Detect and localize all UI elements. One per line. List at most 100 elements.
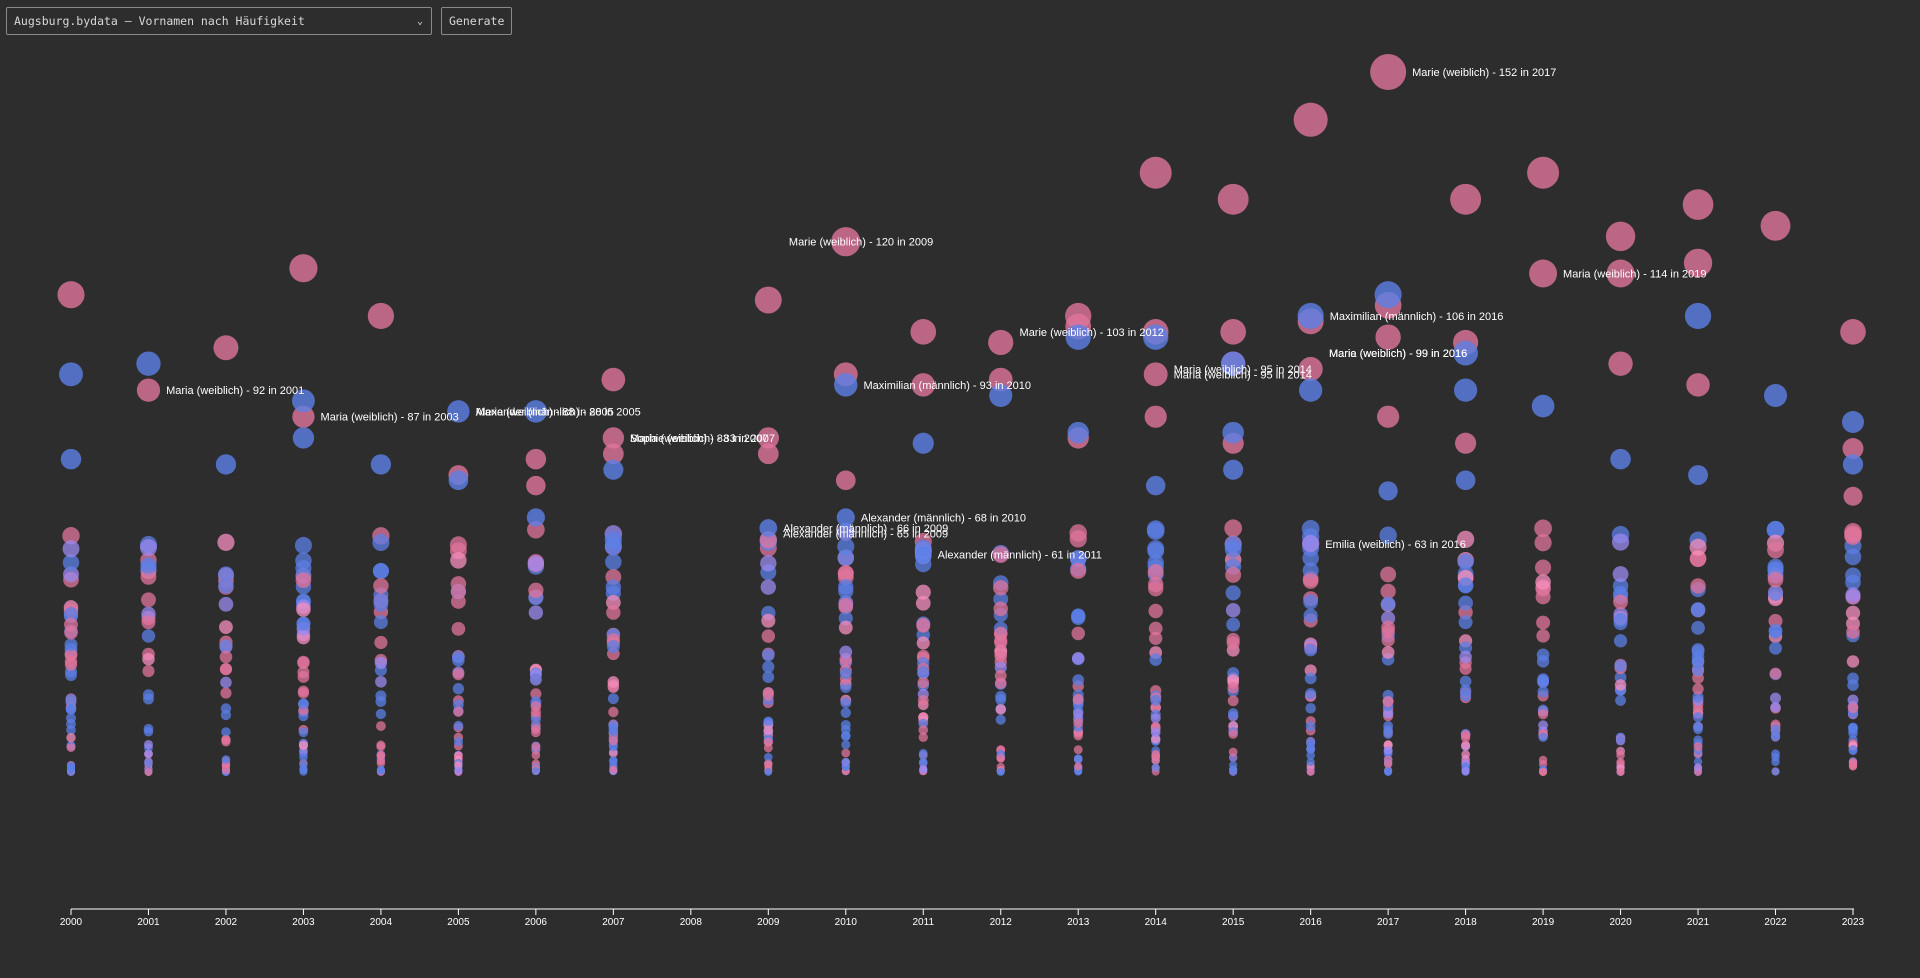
bubble-minor[interactable] [1147,564,1164,581]
bubble-male[interactable] [1763,383,1788,408]
bubble-minor[interactable] [993,626,1008,641]
bubble-minor[interactable] [917,676,930,689]
bubble-minor[interactable] [220,676,232,689]
bubble-minor[interactable] [142,652,155,666]
bubble-minor[interactable] [1457,553,1474,570]
bubble-male[interactable] [603,459,624,480]
bubble-minor[interactable] [916,636,930,650]
bubble-minor[interactable] [1302,573,1319,589]
bubble-minor[interactable] [1457,577,1474,593]
bubble-minor[interactable] [1613,594,1628,610]
bubble-minor[interactable] [221,755,231,764]
bubble-male[interactable] [60,448,82,470]
bubble-minor[interactable] [218,596,234,612]
bubble-minor[interactable] [1379,526,1397,545]
bubble-female[interactable] [602,427,625,449]
bubble-minor[interactable] [607,676,620,688]
bubble-female[interactable] [601,367,626,392]
bubble-female[interactable] [835,470,856,491]
bubble-minor[interactable] [604,536,622,554]
bubble-minor[interactable] [63,607,79,622]
bubble-minor[interactable] [372,533,390,551]
bubble-minor[interactable] [531,767,540,776]
bubble-minor[interactable] [1146,520,1165,539]
bubble-minor[interactable] [374,635,388,650]
bubble-minor[interactable] [220,687,232,699]
bubble-minor[interactable] [1767,571,1784,588]
bubble-minor[interactable] [1070,562,1087,579]
bubble-minor[interactable] [297,685,310,697]
bubble-minor[interactable] [761,648,775,662]
bubble-female[interactable] [1608,351,1633,376]
bubble-minor[interactable] [1539,767,1548,776]
bubble-minor[interactable] [1612,566,1629,583]
bubble-female[interactable] [988,367,1013,392]
bubble-minor[interactable] [1306,757,1315,767]
bubble-minor[interactable] [1459,675,1472,688]
bubble-male[interactable] [136,351,161,376]
bubble-minor[interactable] [762,660,775,673]
bubble-male[interactable] [1222,421,1244,444]
bubble-minor[interactable] [1150,727,1161,738]
bubble-minor[interactable] [1613,634,1628,648]
bubble-female[interactable] [526,475,546,496]
bubble-minor[interactable] [373,578,389,594]
bubble-minor[interactable] [452,683,465,695]
bubble-minor[interactable] [609,756,618,765]
bubble-minor[interactable] [299,760,308,769]
bubble-male[interactable] [1453,378,1478,402]
bubble-male[interactable] [447,400,470,423]
bubble-minor[interactable] [1848,758,1858,767]
bubble-minor[interactable] [375,675,387,688]
bubble-minor[interactable] [1459,650,1472,664]
bubble-minor[interactable] [1538,755,1548,765]
bubble-female[interactable] [1450,183,1482,215]
bubble-minor[interactable] [1847,672,1859,685]
bubble-male[interactable] [1455,470,1476,491]
bubble-minor[interactable] [1768,613,1783,628]
bubble-minor[interactable] [295,560,312,577]
bubble-minor[interactable] [606,605,621,620]
bubble-minor[interactable] [763,716,774,727]
bubble-minor[interactable] [1846,655,1860,668]
bubble-minor[interactable] [1693,757,1703,766]
bubble-minor[interactable] [1072,693,1084,705]
bubble-minor[interactable] [841,740,851,750]
bubble-minor[interactable] [1459,684,1472,696]
bubble-male[interactable] [1842,454,1864,475]
bubble-male[interactable] [292,389,315,413]
bubble-minor[interactable] [605,553,622,571]
bubble-minor[interactable] [996,767,1005,776]
bubble-minor[interactable] [996,754,1006,763]
bubble-minor[interactable] [761,629,776,643]
bubble-minor[interactable] [65,694,77,705]
bubble-minor[interactable] [219,663,233,676]
bubble-minor[interactable] [1225,566,1242,583]
bubble-minor[interactable] [1071,652,1085,665]
bubble-minor[interactable] [838,620,853,635]
bubble-minor[interactable] [1227,695,1239,707]
bubble-male[interactable] [834,373,858,397]
bubble-female[interactable] [1377,405,1400,428]
bubble-minor[interactable] [1456,530,1475,549]
bubble-minor[interactable] [531,727,541,738]
bubble-minor[interactable] [376,756,386,766]
bubble-female[interactable] [1527,156,1560,189]
bubble-minor[interactable] [217,533,235,551]
bubble-minor[interactable] [144,749,153,759]
bubble-minor[interactable] [1383,720,1394,731]
bubble-male[interactable] [1297,302,1324,330]
bubble-minor[interactable] [1846,625,1860,639]
bubble-minor[interactable] [1382,696,1394,708]
bubble-male[interactable] [1688,465,1708,485]
bubble-female[interactable] [1842,438,1864,459]
bubble-minor[interactable] [453,706,464,717]
bubble-minor[interactable] [764,760,773,769]
bubble-minor[interactable] [1226,632,1240,647]
bubble-minor[interactable] [1537,709,1549,720]
bubble-minor[interactable] [1149,653,1162,666]
bubble-minor[interactable] [298,698,309,710]
bubble-minor[interactable] [1071,610,1086,626]
bubble-female[interactable] [1144,405,1167,428]
bubble-minor[interactable] [1071,626,1085,641]
